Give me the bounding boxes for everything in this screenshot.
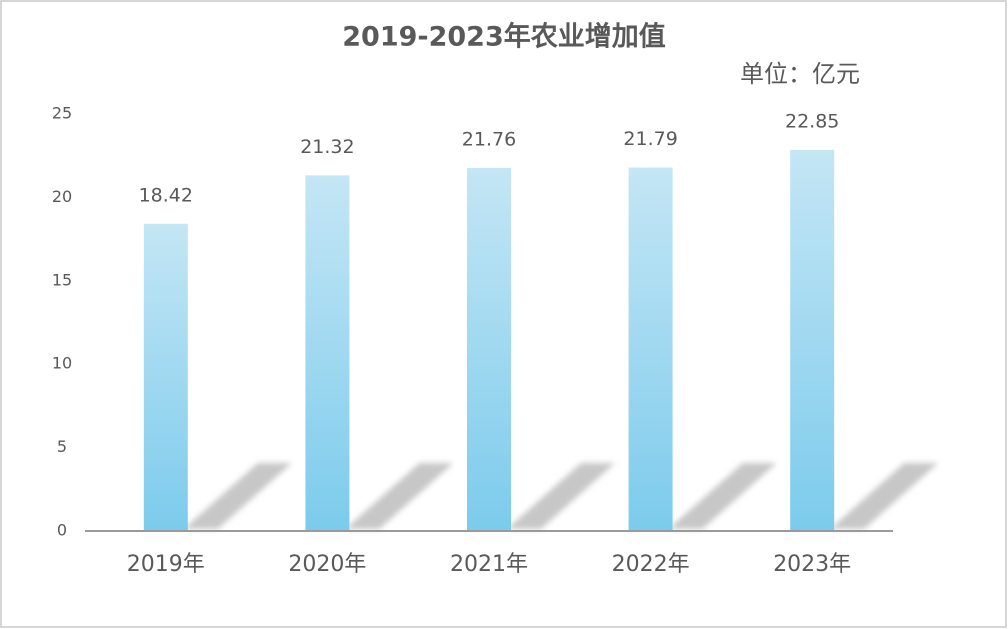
value-label: 21.76 [462, 129, 516, 151]
y-tick-label: 20 [52, 187, 72, 206]
x-tick-label: 2020年 [288, 552, 366, 577]
y-tick-label: 5 [57, 437, 67, 456]
bar [628, 167, 673, 532]
value-label: 21.32 [300, 136, 354, 158]
bar-shadow [507, 463, 615, 529]
x-tick-label: 2019年 [127, 552, 205, 577]
x-tick-label: 2021年 [450, 552, 528, 577]
x-tick-label: 2023年 [773, 552, 851, 577]
y-tick-label: 15 [52, 270, 72, 289]
y-tick-label: 25 [52, 104, 72, 123]
bar-shadow [668, 463, 777, 529]
bar [467, 168, 511, 531]
bar [143, 223, 188, 531]
unit-note: 单位：亿元 [740, 60, 860, 88]
value-label: 18.42 [139, 184, 193, 206]
value-label: 21.79 [623, 128, 677, 150]
x-tick-label: 2022年 [612, 552, 690, 577]
bar-shadow [183, 463, 292, 529]
y-tick-label: 0 [57, 521, 67, 540]
y-tick-label: 10 [52, 354, 72, 373]
chart-title: 2019-2023年农业增加值 [342, 21, 666, 53]
bar-shadow [830, 463, 939, 529]
bar [305, 175, 350, 532]
bar [790, 149, 835, 531]
bar-shadow [345, 463, 454, 529]
value-label: 22.85 [785, 110, 839, 132]
